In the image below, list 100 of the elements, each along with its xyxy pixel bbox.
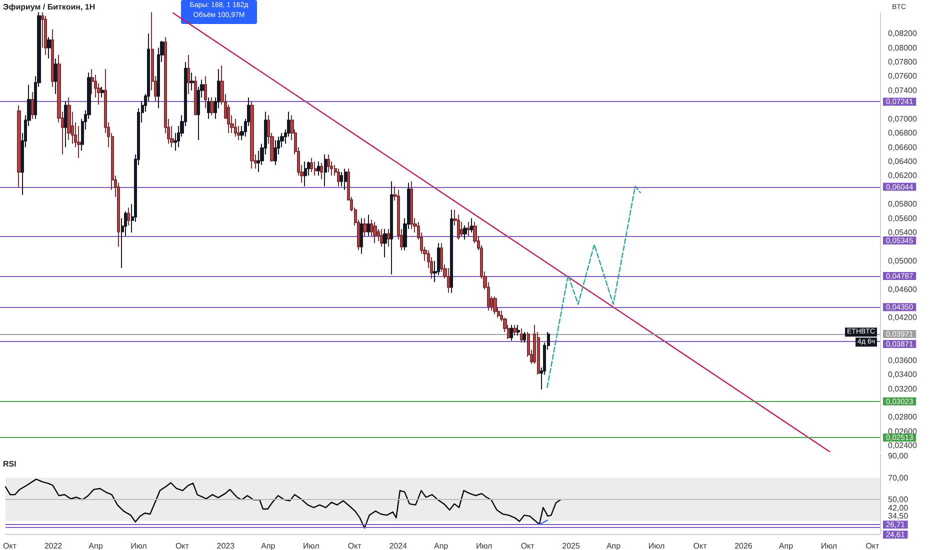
candlestick xyxy=(523,331,526,344)
candlestick xyxy=(304,160,307,187)
x-tick-label: Июл xyxy=(820,542,838,550)
candlestick xyxy=(324,154,327,187)
candlestick xyxy=(44,15,47,56)
x-tick-label: 2026 xyxy=(734,542,753,550)
x-tick-label: Апр xyxy=(434,542,449,550)
y-tick-label: 0,04200 xyxy=(888,313,918,322)
candlestick xyxy=(64,100,67,148)
candlestick xyxy=(47,36,51,59)
chart-title: Эфириум / Биткоин, 1Н xyxy=(3,2,96,12)
candlestick xyxy=(513,324,517,336)
x-tick-label: 2023 xyxy=(216,542,236,550)
candlestick xyxy=(234,118,237,138)
y-tick-label: 0,04600 xyxy=(888,284,918,294)
y-tick-label: 0,05400 xyxy=(888,228,918,237)
candlestick xyxy=(320,162,323,180)
candlestick xyxy=(510,324,513,341)
y-tick-label: 0,03400 xyxy=(888,370,918,380)
candlestick xyxy=(54,58,57,94)
candlestick xyxy=(373,221,377,244)
y-tick-label: 70,00 xyxy=(888,473,909,482)
y-tick-label: 0,07800 xyxy=(888,58,918,67)
y-tick-label: 90,00 xyxy=(888,452,909,461)
x-tick-label: Окт xyxy=(866,542,880,550)
line-series xyxy=(546,186,641,388)
x-tick-label: Окт xyxy=(520,542,535,550)
y-tick-label: 0,05800 xyxy=(888,200,918,209)
x-tick-label: Окт xyxy=(693,542,708,550)
candlestick xyxy=(77,125,81,158)
x-tick-label: 2024 xyxy=(389,542,408,550)
x-tick-label: Июл xyxy=(476,542,493,550)
candlestick xyxy=(463,224,467,240)
x-tick-label: Июл xyxy=(648,542,665,550)
text: RSI xyxy=(3,460,16,468)
y-tick-label: 0,05600 xyxy=(888,214,918,223)
x-tick-label: Окт xyxy=(175,542,190,550)
candlestick xyxy=(210,97,214,116)
candlestick xyxy=(344,168,347,190)
candlestick xyxy=(410,180,413,230)
y-tick-label: 0,02400 xyxy=(888,441,918,450)
y-tick-label: 0,05000 xyxy=(888,256,918,266)
candlestick xyxy=(31,91,34,120)
candlestick xyxy=(387,228,390,248)
x-tick-label: 2022 xyxy=(44,542,63,550)
y-tick-label: 50,00 xyxy=(888,494,909,504)
candlestick xyxy=(51,28,54,88)
y-tick-label: 0,08000 xyxy=(888,43,918,52)
candlestick xyxy=(470,218,473,233)
x-tick-label: 2025 xyxy=(562,542,580,550)
y-tick-label: 0,08200 xyxy=(888,29,918,38)
y-tick-label: 0,06400 xyxy=(888,156,918,166)
candlestick xyxy=(310,157,313,173)
candlestick xyxy=(67,97,71,141)
candlestick xyxy=(207,97,210,120)
y-tick-label: 0,02800 xyxy=(888,412,918,422)
candlestick xyxy=(520,328,523,344)
candlestick xyxy=(457,214,460,240)
x-tick-label: Июл xyxy=(303,542,320,550)
candlestick xyxy=(450,209,453,294)
line-series xyxy=(4,478,562,529)
y-tick-label: 0,07400 xyxy=(888,86,918,95)
candlestick xyxy=(360,218,363,254)
x-tick-label: Апр xyxy=(261,542,276,550)
x-tick-label: Окт xyxy=(2,542,17,550)
candlestick xyxy=(91,68,94,94)
candlestick xyxy=(314,160,317,176)
y-tick-label: 0,06800 xyxy=(888,128,918,138)
x-tick-label: Июл xyxy=(130,542,148,550)
y-tick-label: 0,07000 xyxy=(888,114,918,124)
candlestick xyxy=(380,228,383,248)
y-tick-label: 0,03200 xyxy=(888,384,918,394)
candlestick xyxy=(127,207,130,226)
candlestick xyxy=(190,72,194,91)
candlestick xyxy=(187,54,190,94)
x-tick-label: Апр xyxy=(88,542,104,550)
candlestick xyxy=(383,228,387,258)
candlestick xyxy=(367,214,370,237)
candlestick xyxy=(17,104,21,188)
y-tick-label: 0,07600 xyxy=(888,72,918,81)
candlestick xyxy=(467,221,470,237)
candlestick xyxy=(250,100,254,170)
candlestick xyxy=(101,86,104,98)
x-tick-label: Окт xyxy=(348,542,362,550)
candlestick xyxy=(274,140,277,166)
candlestick xyxy=(517,324,520,336)
candlestick xyxy=(194,76,197,116)
y-tick-label: 42,00 xyxy=(888,504,909,513)
y-tick-label: 34,50 xyxy=(888,512,909,521)
candlestick xyxy=(447,268,450,294)
candlestick xyxy=(340,172,343,187)
y-tick-label: 0,06200 xyxy=(888,171,918,180)
candlestick xyxy=(317,160,320,176)
candlestick xyxy=(493,296,497,315)
y-tick-label: 0,03600 xyxy=(888,356,918,365)
candlestick xyxy=(327,154,330,173)
candlestick xyxy=(204,76,207,109)
x-tick-label: Апр xyxy=(778,542,794,550)
candlestick xyxy=(363,218,367,237)
candlestick xyxy=(390,180,393,275)
